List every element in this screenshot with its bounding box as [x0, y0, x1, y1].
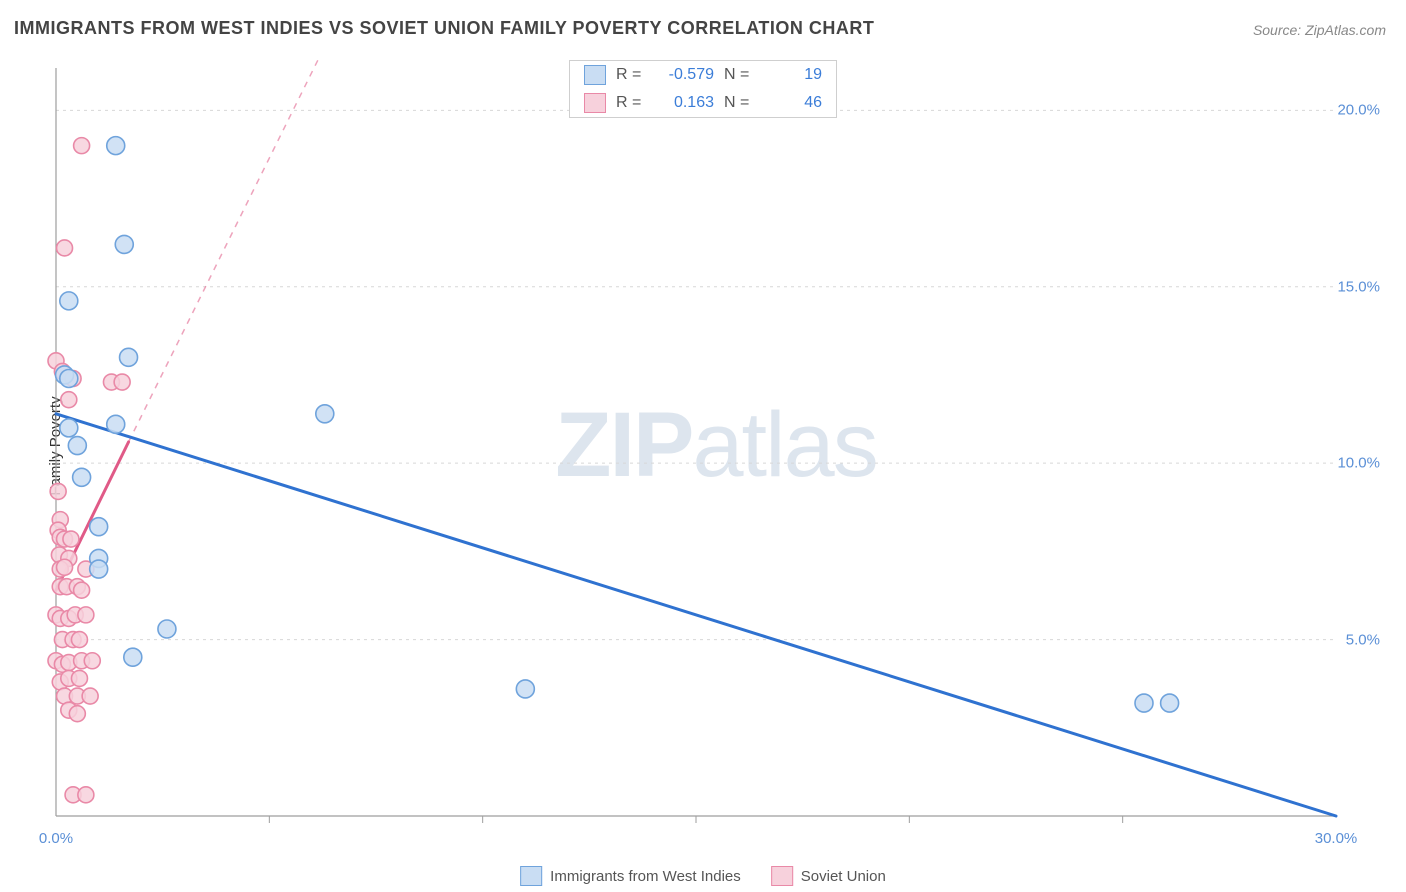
legend-r-label: R = [616, 94, 644, 112]
series-legend: Immigrants from West Indies Soviet Union [520, 866, 886, 886]
y-tick-label: 5.0% [1346, 631, 1380, 648]
chart-title: IMMIGRANTS FROM WEST INDIES VS SOVIET UN… [14, 18, 874, 39]
legend-swatch-blue [584, 65, 606, 85]
legend-r-label: R = [616, 66, 644, 84]
source-attribution: Source: ZipAtlas.com [1253, 22, 1386, 38]
x-tick-label: 30.0% [1315, 830, 1358, 847]
legend-n-label: N = [724, 94, 752, 112]
chart-area: ZIPatlas 5.0%10.0%15.0%20.0%0.0%30.0% [46, 58, 1386, 858]
scatter-plot-svg [46, 58, 1386, 858]
legend-r-value-2: 0.163 [654, 94, 714, 112]
legend-swatch-blue [520, 866, 542, 886]
legend-item-soviet-union: Soviet Union [771, 866, 886, 886]
y-tick-label: 20.0% [1337, 102, 1380, 119]
correlation-legend: R = -0.579 N = 19 R = 0.163 N = 46 [569, 60, 837, 118]
y-tick-label: 10.0% [1337, 455, 1380, 472]
legend-item-west-indies: Immigrants from West Indies [520, 866, 741, 886]
x-tick-label: 0.0% [39, 830, 73, 847]
legend-r-value-1: -0.579 [654, 66, 714, 84]
legend-n-value-1: 19 [762, 66, 822, 84]
legend-swatch-pink [584, 93, 606, 113]
y-tick-label: 15.0% [1337, 278, 1380, 295]
legend-n-value-2: 46 [762, 94, 822, 112]
legend-row-series1: R = -0.579 N = 19 [570, 61, 836, 89]
legend-label-soviet-union: Soviet Union [801, 868, 886, 885]
legend-row-series2: R = 0.163 N = 46 [570, 89, 836, 117]
legend-swatch-pink [771, 866, 793, 886]
legend-n-label: N = [724, 66, 752, 84]
legend-label-west-indies: Immigrants from West Indies [550, 868, 741, 885]
